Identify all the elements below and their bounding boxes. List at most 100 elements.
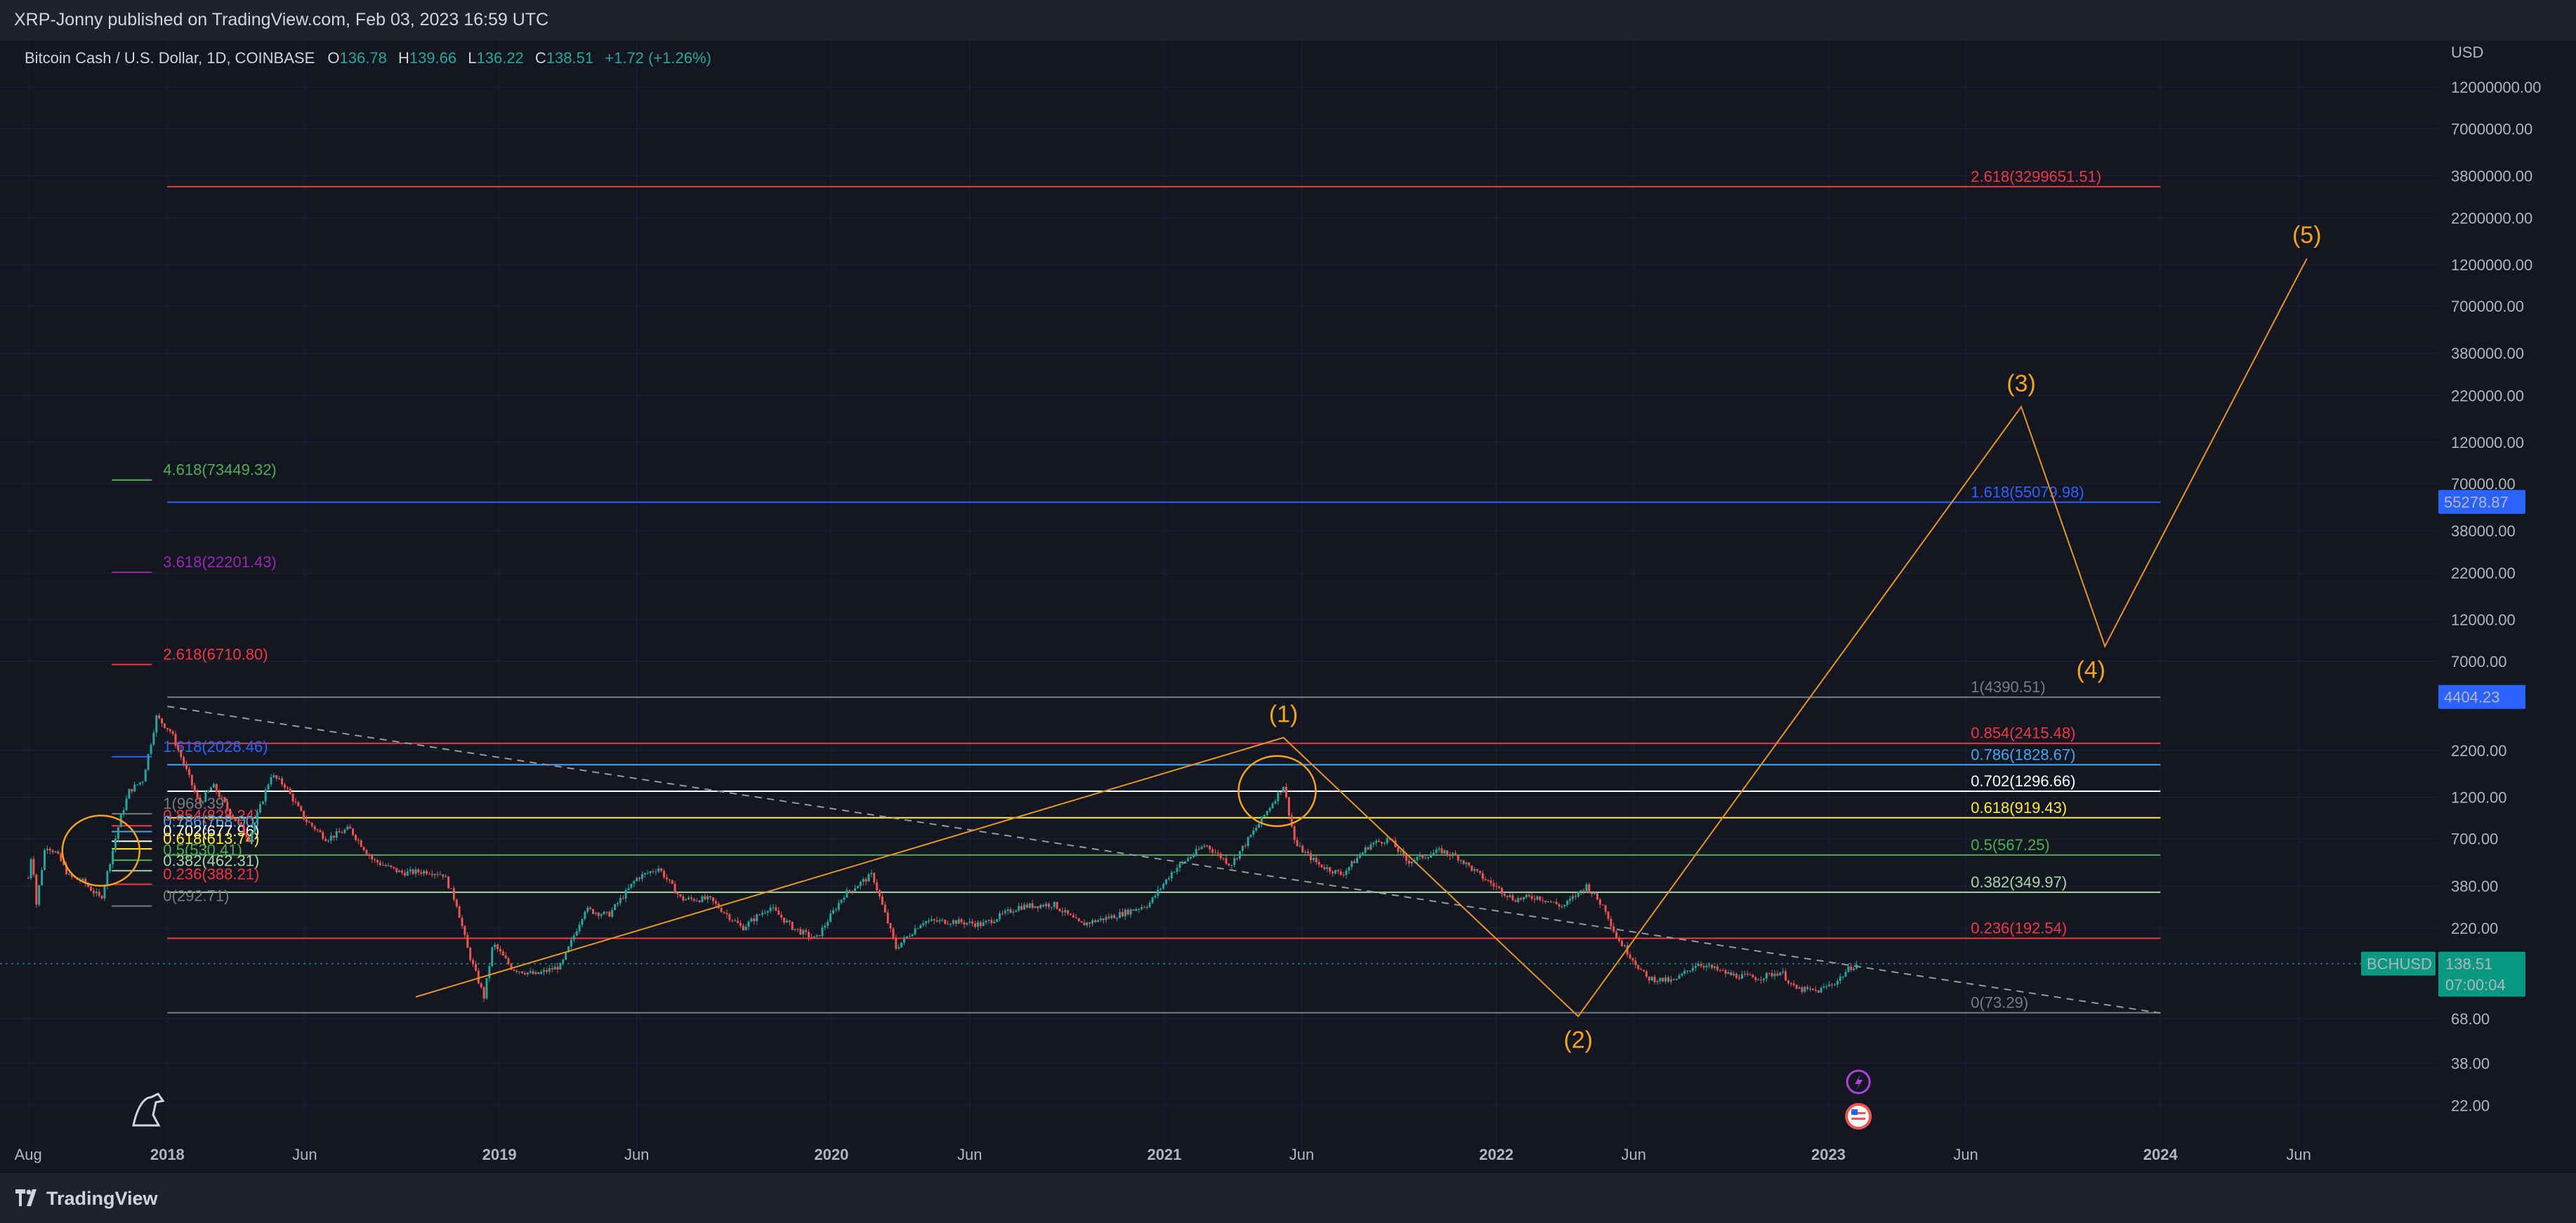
candle-body bbox=[1056, 901, 1058, 909]
candle-body bbox=[1192, 854, 1195, 857]
fib-right-level-label: 0.618(919.43) bbox=[1971, 799, 2067, 817]
candle-body bbox=[1754, 977, 1757, 981]
candle-body bbox=[1650, 977, 1653, 981]
candle-body bbox=[1607, 911, 1610, 919]
candle-body bbox=[384, 864, 387, 866]
candle-body bbox=[1427, 857, 1430, 859]
candle-body bbox=[922, 923, 925, 925]
fib-right-level-label: 2.618(3299651.51) bbox=[1971, 168, 2101, 185]
candle-body bbox=[1121, 912, 1124, 917]
candle-body bbox=[1669, 979, 1672, 982]
tradingview-logo-icon[interactable] bbox=[15, 1189, 41, 1210]
candle-body bbox=[90, 887, 93, 891]
candle-body bbox=[1301, 845, 1304, 853]
candle-body bbox=[520, 971, 523, 974]
x-tick-label: 2019 bbox=[482, 1146, 517, 1163]
candle-body bbox=[1648, 977, 1650, 981]
candle-body bbox=[584, 911, 586, 920]
elliott-wave-path[interactable]: (1) (2) (3) (4) (5) bbox=[61, 222, 2322, 1054]
y-tick-label: 12000000.00 bbox=[2451, 79, 2541, 96]
candle-body bbox=[862, 879, 865, 882]
candle-body bbox=[1785, 971, 1787, 981]
candle-body bbox=[976, 922, 979, 927]
candle-body bbox=[1626, 945, 1629, 955]
candle-body bbox=[848, 890, 851, 891]
y-tick-label: 700.00 bbox=[2451, 831, 2498, 848]
legend-open: 136.78 bbox=[340, 49, 387, 67]
candle-body bbox=[1579, 890, 1582, 892]
x-tick-label: Jun bbox=[624, 1146, 649, 1163]
candle-body bbox=[1814, 990, 1817, 991]
candle-body bbox=[1410, 861, 1413, 864]
candle-body bbox=[594, 913, 597, 914]
candle-body bbox=[949, 923, 952, 925]
candle-body bbox=[889, 923, 892, 929]
candle-body bbox=[161, 718, 164, 724]
x-tick-label: 2022 bbox=[1479, 1146, 1513, 1163]
candle-body bbox=[592, 908, 595, 914]
candle-body bbox=[1492, 883, 1495, 887]
candle-body bbox=[155, 715, 158, 733]
x-tick-label: Jun bbox=[1953, 1146, 1978, 1163]
candle-body bbox=[1716, 966, 1719, 970]
candle-body bbox=[46, 848, 48, 850]
candle-body bbox=[1643, 970, 1645, 972]
candle-body bbox=[761, 913, 763, 915]
candle-body bbox=[499, 948, 501, 952]
candle-body bbox=[409, 869, 412, 871]
candle-body bbox=[1495, 886, 1498, 887]
candle-body bbox=[1086, 922, 1089, 926]
candle-body bbox=[1683, 970, 1686, 974]
candle-body bbox=[799, 929, 802, 935]
candle-body bbox=[343, 829, 346, 833]
candle-body bbox=[734, 920, 737, 922]
candle-body bbox=[1478, 871, 1481, 873]
candle-body bbox=[911, 934, 914, 937]
candle-body bbox=[1290, 815, 1293, 827]
candle-body bbox=[229, 809, 232, 816]
candle-body bbox=[938, 920, 941, 922]
candle-body bbox=[665, 877, 668, 880]
candle-body bbox=[649, 871, 652, 873]
candle-body bbox=[933, 919, 935, 920]
candle-body bbox=[48, 848, 51, 851]
candle-body bbox=[1612, 926, 1615, 932]
last-price-badge bbox=[2438, 951, 2525, 997]
candle-body bbox=[548, 968, 551, 972]
candle-body bbox=[379, 862, 381, 866]
candle-body bbox=[553, 966, 556, 970]
highlight-circle bbox=[1237, 755, 1317, 827]
candle-body bbox=[63, 861, 65, 865]
candle-body bbox=[1015, 910, 1018, 912]
legend-o-label: O bbox=[327, 49, 339, 67]
candle-body bbox=[289, 788, 291, 794]
candle-body bbox=[398, 871, 401, 873]
y-tick-label: 380.00 bbox=[2451, 878, 2498, 895]
candle-body bbox=[1664, 977, 1667, 981]
candle-body bbox=[846, 890, 848, 898]
candle-body bbox=[1339, 871, 1342, 875]
candle-body bbox=[147, 753, 150, 770]
candle-body bbox=[1356, 857, 1359, 864]
candle-body bbox=[707, 896, 709, 899]
y-tick-label: 3800000.00 bbox=[2451, 167, 2532, 185]
candle-body bbox=[95, 892, 98, 894]
candle-body bbox=[704, 896, 707, 899]
candle-body bbox=[775, 907, 777, 911]
candle-body bbox=[1236, 858, 1239, 859]
candle-body bbox=[810, 937, 813, 938]
candle-body bbox=[281, 778, 284, 785]
candle-body bbox=[1233, 858, 1236, 866]
candle-body bbox=[1165, 879, 1168, 884]
candle-body bbox=[1424, 857, 1427, 859]
candle-body bbox=[742, 925, 744, 931]
fib-left-level-label: 0.236(388.21) bbox=[163, 865, 259, 882]
y-tick-label: 7000.00 bbox=[2451, 653, 2507, 670]
candle-body bbox=[673, 883, 676, 894]
x-tick-label: Jun bbox=[292, 1146, 317, 1163]
footer-brand[interactable]: TradingView bbox=[46, 1188, 158, 1209]
price-chart[interactable]: 2.618(3299651.51) 1.618(55079.98) 1(4390.5… bbox=[0, 41, 2576, 1174]
candle-body bbox=[1249, 835, 1252, 838]
candle-body bbox=[1258, 824, 1261, 828]
candle-body bbox=[297, 802, 300, 807]
